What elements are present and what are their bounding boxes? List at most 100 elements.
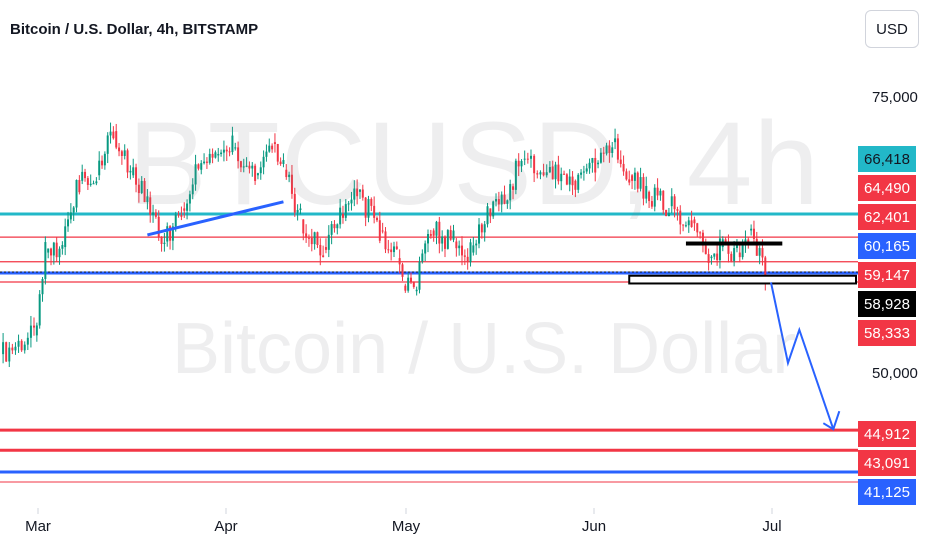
- price-candle: [169, 226, 172, 241]
- price-tag: 66,418: [858, 146, 916, 172]
- price-candle: [633, 172, 636, 181]
- price-candle: [418, 261, 421, 290]
- price-candle: [741, 243, 744, 258]
- price-candle: [574, 180, 577, 190]
- price-candle: [197, 164, 200, 169]
- price-candle: [551, 166, 554, 180]
- price-candle: [704, 245, 707, 255]
- price-candle: [29, 325, 32, 338]
- price-candle: [653, 187, 656, 207]
- price-candle: [11, 347, 14, 351]
- price-candle: [126, 150, 129, 173]
- price-candle: [35, 325, 38, 336]
- price-candle: [710, 256, 713, 259]
- price-candle: [512, 186, 515, 190]
- price-tag: 43,091: [858, 450, 916, 476]
- price-candle: [120, 151, 123, 156]
- price-candle: [752, 228, 755, 239]
- price-candle: [616, 138, 619, 160]
- price-candle: [305, 233, 308, 238]
- price-candle: [475, 243, 478, 246]
- price-candle: [103, 153, 106, 166]
- price-candle: [755, 238, 758, 256]
- price-tag: 60,165: [858, 233, 916, 259]
- time-axis-tick: Mar: [25, 518, 51, 535]
- time-axis-tick: May: [391, 518, 421, 535]
- price-candle: [517, 160, 520, 167]
- price-tag: 58,333: [858, 320, 916, 346]
- price-candle: [523, 158, 526, 160]
- price-candle: [285, 169, 288, 178]
- price-candle: [730, 253, 733, 261]
- price-candle: [310, 237, 313, 245]
- price-candle: [580, 172, 583, 175]
- price-candle: [276, 144, 279, 162]
- price-candle: [370, 199, 373, 206]
- price-candle: [520, 161, 523, 167]
- price-candle: [180, 215, 183, 217]
- price-candle: [361, 189, 364, 198]
- price-candle: [118, 147, 121, 152]
- price-candle: [444, 236, 447, 249]
- price-candle: [64, 226, 67, 248]
- time-axis-tick: Apr: [214, 518, 238, 535]
- price-candle: [26, 337, 29, 345]
- price-candle: [409, 277, 412, 282]
- price-candle: [392, 246, 395, 253]
- price-candle: [758, 248, 761, 256]
- price-candle: [259, 167, 262, 174]
- price-tag: 64,490: [858, 175, 916, 201]
- price-candle: [112, 131, 115, 139]
- price-candle: [690, 220, 693, 227]
- price-candle: [582, 171, 585, 173]
- price-candle: [242, 166, 245, 168]
- price-candle: [588, 162, 591, 169]
- price-candle: [673, 196, 676, 210]
- price-candle: [50, 248, 53, 256]
- price-candle: [560, 173, 563, 182]
- price-candle: [421, 253, 424, 262]
- price-candle: [364, 197, 367, 218]
- price-candle: [557, 164, 560, 182]
- price-candle: [234, 147, 237, 149]
- price-candle: [696, 223, 699, 233]
- price-candle: [132, 167, 135, 176]
- price-tag: 62,401: [858, 204, 916, 230]
- price-axis-tick: 75,000: [872, 89, 918, 106]
- price-candle: [750, 228, 753, 231]
- price-candle: [239, 161, 242, 168]
- price-candle: [183, 208, 186, 211]
- price-candle: [78, 179, 81, 193]
- price-candle: [44, 242, 47, 279]
- price-candle: [166, 226, 169, 242]
- price-candle: [381, 230, 384, 232]
- price-candle: [463, 255, 466, 257]
- price-candle: [452, 230, 455, 240]
- price-candle: [716, 253, 719, 261]
- price-candle: [404, 285, 407, 291]
- price-candle: [509, 184, 512, 201]
- price-candle: [458, 245, 461, 249]
- price-candle: [539, 172, 542, 175]
- price-candle: [237, 147, 240, 162]
- price-candle: [435, 221, 438, 236]
- price-candle: [429, 233, 432, 236]
- price-candle: [358, 189, 361, 192]
- price-candle: [506, 200, 509, 204]
- price-candle: [2, 342, 5, 355]
- price-candle: [245, 165, 248, 167]
- price-candle: [412, 281, 415, 288]
- price-candle: [20, 340, 23, 351]
- price-candle: [293, 193, 296, 213]
- price-candle: [495, 199, 498, 202]
- price-candle: [659, 190, 662, 196]
- price-candle: [92, 183, 95, 185]
- price-candle: [208, 153, 211, 163]
- price-candle: [84, 171, 87, 179]
- price-candle: [8, 347, 11, 362]
- price-candle: [614, 138, 617, 143]
- price-candle: [548, 167, 551, 173]
- price-candle: [72, 207, 75, 213]
- currency-button[interactable]: USD: [865, 10, 919, 48]
